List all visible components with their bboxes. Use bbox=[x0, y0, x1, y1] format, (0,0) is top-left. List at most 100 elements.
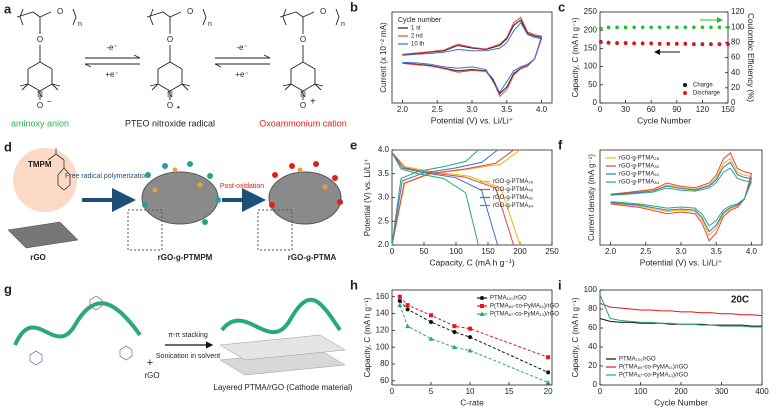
panel-label: h bbox=[350, 277, 358, 292]
legend-label: rGO-g-PTMA₈₄ bbox=[493, 203, 534, 209]
series-line bbox=[402, 16, 543, 98]
marker bbox=[657, 25, 662, 30]
panel-label: e bbox=[350, 137, 357, 152]
marker bbox=[468, 335, 473, 340]
graphene-sheet bbox=[7, 221, 79, 249]
marker bbox=[649, 25, 653, 30]
y-tick-label: 200 bbox=[584, 25, 598, 34]
legend-label: 10 th bbox=[411, 42, 424, 48]
x-tick-label: 50 bbox=[420, 247, 429, 256]
atom: n bbox=[78, 21, 82, 28]
y2-tick-label: 60 bbox=[731, 53, 740, 62]
marker bbox=[606, 25, 611, 30]
legend-label: P(TMA₈₉-co-PyMA₁₁)/rGO bbox=[619, 365, 688, 371]
series-line bbox=[391, 149, 515, 246]
x-tick-label: 200 bbox=[674, 387, 688, 396]
legend-label: P(TMA₈₉-co-PyMA₁₁)/rGO bbox=[490, 304, 559, 310]
marker bbox=[405, 303, 410, 308]
y2-tick-label: 20 bbox=[731, 83, 740, 92]
x-tick-label: 90 bbox=[672, 105, 681, 114]
y-tick-label: 100 bbox=[376, 342, 390, 351]
marker bbox=[452, 324, 457, 329]
marker bbox=[546, 355, 551, 360]
y-tick-label: 0 bbox=[593, 380, 598, 389]
y-tick-label: 60 bbox=[588, 323, 597, 332]
y-tick-label: 160 bbox=[376, 292, 390, 301]
marker bbox=[666, 25, 671, 30]
marker bbox=[726, 42, 730, 47]
series-line bbox=[402, 19, 543, 95]
polymer-chain bbox=[13, 301, 142, 346]
plot-frame bbox=[599, 11, 729, 104]
y-tick-label: 2.5 bbox=[378, 216, 390, 225]
series-line bbox=[399, 304, 549, 383]
panel-label: f bbox=[558, 137, 563, 152]
y-tick-label: 60 bbox=[380, 376, 389, 385]
marker bbox=[599, 40, 603, 45]
atom: O bbox=[187, 7, 193, 16]
plot-frame bbox=[391, 289, 553, 386]
x-tick-label: 120 bbox=[696, 105, 710, 114]
legend-label: Charge bbox=[693, 83, 713, 89]
x-axis-label: C-rate bbox=[460, 397, 484, 407]
arrow-label: -e⁻ bbox=[106, 43, 117, 52]
pyrene-groups bbox=[29, 295, 133, 366]
structure-bonds bbox=[146, 8, 207, 100]
structure-bonds bbox=[16, 8, 77, 100]
step-label: Free radical polymerization bbox=[65, 173, 149, 180]
y-axis-label: Capacity, C (mA h g⁻¹) bbox=[571, 297, 580, 377]
series-line bbox=[391, 149, 479, 246]
series-line bbox=[610, 157, 753, 237]
series-line bbox=[391, 149, 499, 246]
y2-tick-label: 120 bbox=[731, 7, 745, 16]
legend-label: Discharge bbox=[693, 91, 721, 97]
x-tick-label: 3.0 bbox=[675, 247, 687, 256]
marker bbox=[675, 42, 679, 46]
marker bbox=[623, 25, 628, 30]
series-line bbox=[399, 296, 549, 358]
x-tick-label: 0 bbox=[390, 247, 395, 256]
y-tick-label: 250 bbox=[584, 7, 598, 16]
legend-label: rGO-g-PTMA₈₄ bbox=[619, 180, 660, 186]
y-tick-label: 2.0 bbox=[378, 240, 390, 249]
y-tick-label: 3.0 bbox=[378, 193, 390, 202]
marker bbox=[428, 336, 434, 341]
charge: − bbox=[47, 97, 52, 106]
panel-label: i bbox=[558, 277, 562, 292]
monomer-structure bbox=[47, 148, 71, 191]
atom: O bbox=[57, 7, 63, 16]
marker bbox=[405, 307, 410, 312]
marker bbox=[467, 348, 473, 353]
marker bbox=[545, 379, 551, 385]
atom: n bbox=[208, 21, 212, 28]
marker bbox=[675, 25, 679, 30]
x-tick-label: 100 bbox=[634, 387, 648, 396]
y-tick-label: 80 bbox=[588, 304, 597, 313]
y-tick-label: 80 bbox=[380, 359, 389, 368]
marker bbox=[683, 42, 688, 46]
atom: N bbox=[167, 90, 173, 99]
y2-tick-label: 40 bbox=[731, 68, 740, 77]
marker bbox=[726, 25, 730, 30]
x-tick-label: 0 bbox=[390, 387, 395, 396]
legend-label: P(TMA₈₇-co-PyMA₁₃)/rGO bbox=[619, 373, 688, 379]
x-tick-label: 0 bbox=[598, 387, 603, 396]
y2-tick-label: 100 bbox=[731, 22, 745, 31]
charge: • bbox=[177, 103, 180, 112]
x-axis-label: Potential (V) vs. Li/Li⁺ bbox=[640, 257, 723, 267]
y2-tick-label: 80 bbox=[731, 37, 740, 46]
marker bbox=[692, 25, 696, 30]
marker bbox=[615, 25, 619, 30]
x-tick-label: 15 bbox=[505, 387, 514, 396]
legend-label: PTMA₁₀₀/rGO bbox=[490, 296, 527, 302]
marker bbox=[599, 26, 603, 31]
product-cluster bbox=[257, 161, 343, 251]
panel-label: c bbox=[558, 0, 565, 14]
x-tick-label: 100 bbox=[449, 247, 463, 256]
x-axis-label: Cycle Number bbox=[654, 397, 708, 407]
y-tick-label: 120 bbox=[376, 325, 390, 334]
panel-label: a bbox=[4, 1, 12, 16]
y-tick-label: 100 bbox=[584, 62, 598, 71]
x-tick-label: 300 bbox=[715, 387, 729, 396]
